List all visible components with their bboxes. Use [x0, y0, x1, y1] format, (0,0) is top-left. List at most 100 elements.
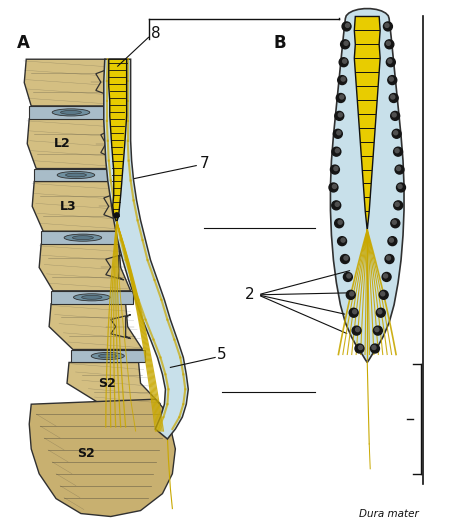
Circle shape: [385, 40, 394, 49]
Circle shape: [335, 111, 344, 120]
Circle shape: [332, 201, 341, 210]
Circle shape: [393, 131, 398, 135]
Ellipse shape: [57, 171, 95, 179]
Ellipse shape: [91, 352, 124, 360]
Circle shape: [391, 219, 400, 228]
Circle shape: [347, 274, 351, 278]
Circle shape: [333, 129, 342, 138]
Ellipse shape: [64, 234, 102, 241]
Circle shape: [397, 167, 401, 171]
Circle shape: [329, 183, 338, 192]
Text: 7: 7: [200, 156, 209, 171]
Ellipse shape: [65, 173, 86, 177]
Circle shape: [388, 59, 392, 63]
Polygon shape: [111, 315, 131, 338]
Circle shape: [375, 328, 379, 331]
Circle shape: [391, 111, 400, 120]
Circle shape: [374, 326, 383, 335]
Circle shape: [353, 310, 356, 314]
Circle shape: [385, 23, 389, 28]
Circle shape: [391, 95, 395, 99]
Circle shape: [397, 183, 405, 192]
Polygon shape: [29, 399, 175, 517]
Ellipse shape: [73, 294, 110, 301]
Circle shape: [389, 94, 398, 103]
Circle shape: [339, 58, 348, 66]
Polygon shape: [27, 119, 116, 169]
Circle shape: [371, 344, 380, 353]
Circle shape: [341, 77, 345, 81]
Circle shape: [349, 308, 358, 317]
Polygon shape: [41, 231, 125, 244]
Circle shape: [337, 76, 346, 85]
Text: 8: 8: [151, 26, 160, 41]
Circle shape: [334, 167, 338, 171]
Circle shape: [338, 220, 342, 225]
Circle shape: [332, 185, 337, 188]
Circle shape: [340, 255, 349, 263]
Circle shape: [341, 238, 345, 242]
Polygon shape: [109, 59, 127, 222]
Text: 5: 5: [217, 347, 227, 362]
Circle shape: [394, 201, 403, 210]
Circle shape: [390, 238, 393, 242]
Circle shape: [342, 22, 351, 31]
Circle shape: [392, 129, 401, 138]
Text: 2: 2: [245, 287, 255, 302]
Circle shape: [344, 41, 348, 45]
Circle shape: [376, 308, 385, 317]
Circle shape: [336, 148, 339, 153]
Polygon shape: [67, 362, 161, 404]
Circle shape: [343, 59, 346, 63]
Polygon shape: [330, 9, 404, 362]
Polygon shape: [32, 181, 123, 231]
Circle shape: [337, 131, 341, 135]
Text: A: A: [17, 34, 30, 52]
Circle shape: [386, 58, 395, 66]
Circle shape: [378, 310, 382, 314]
Polygon shape: [104, 193, 118, 220]
Circle shape: [332, 147, 341, 156]
Ellipse shape: [52, 109, 90, 116]
Circle shape: [392, 113, 396, 117]
Circle shape: [335, 219, 344, 228]
Polygon shape: [34, 169, 118, 181]
Circle shape: [358, 345, 363, 350]
Circle shape: [352, 326, 361, 335]
Circle shape: [346, 23, 349, 28]
Circle shape: [388, 237, 397, 246]
Circle shape: [335, 202, 339, 206]
Circle shape: [389, 77, 393, 81]
Circle shape: [395, 202, 399, 206]
Circle shape: [344, 256, 348, 260]
Circle shape: [336, 94, 345, 103]
Circle shape: [383, 274, 388, 278]
Ellipse shape: [61, 111, 82, 114]
Text: Dura mater: Dura mater: [359, 509, 419, 519]
Polygon shape: [96, 68, 111, 96]
Circle shape: [356, 328, 360, 331]
Ellipse shape: [73, 236, 93, 239]
Circle shape: [398, 185, 402, 188]
Ellipse shape: [99, 354, 117, 358]
Circle shape: [330, 165, 339, 174]
Circle shape: [343, 272, 352, 281]
Circle shape: [381, 292, 385, 296]
Circle shape: [372, 345, 376, 350]
Text: L3: L3: [60, 200, 77, 213]
Polygon shape: [106, 254, 124, 280]
Circle shape: [392, 220, 396, 225]
Circle shape: [395, 148, 399, 153]
Polygon shape: [39, 244, 131, 291]
Circle shape: [386, 41, 391, 45]
Circle shape: [386, 256, 391, 260]
Circle shape: [346, 290, 355, 300]
Circle shape: [379, 290, 388, 300]
Circle shape: [340, 95, 344, 99]
Ellipse shape: [82, 295, 102, 300]
Polygon shape: [104, 59, 188, 439]
Text: S2: S2: [99, 377, 116, 390]
Circle shape: [395, 165, 404, 174]
Polygon shape: [51, 291, 133, 304]
Polygon shape: [24, 59, 111, 106]
